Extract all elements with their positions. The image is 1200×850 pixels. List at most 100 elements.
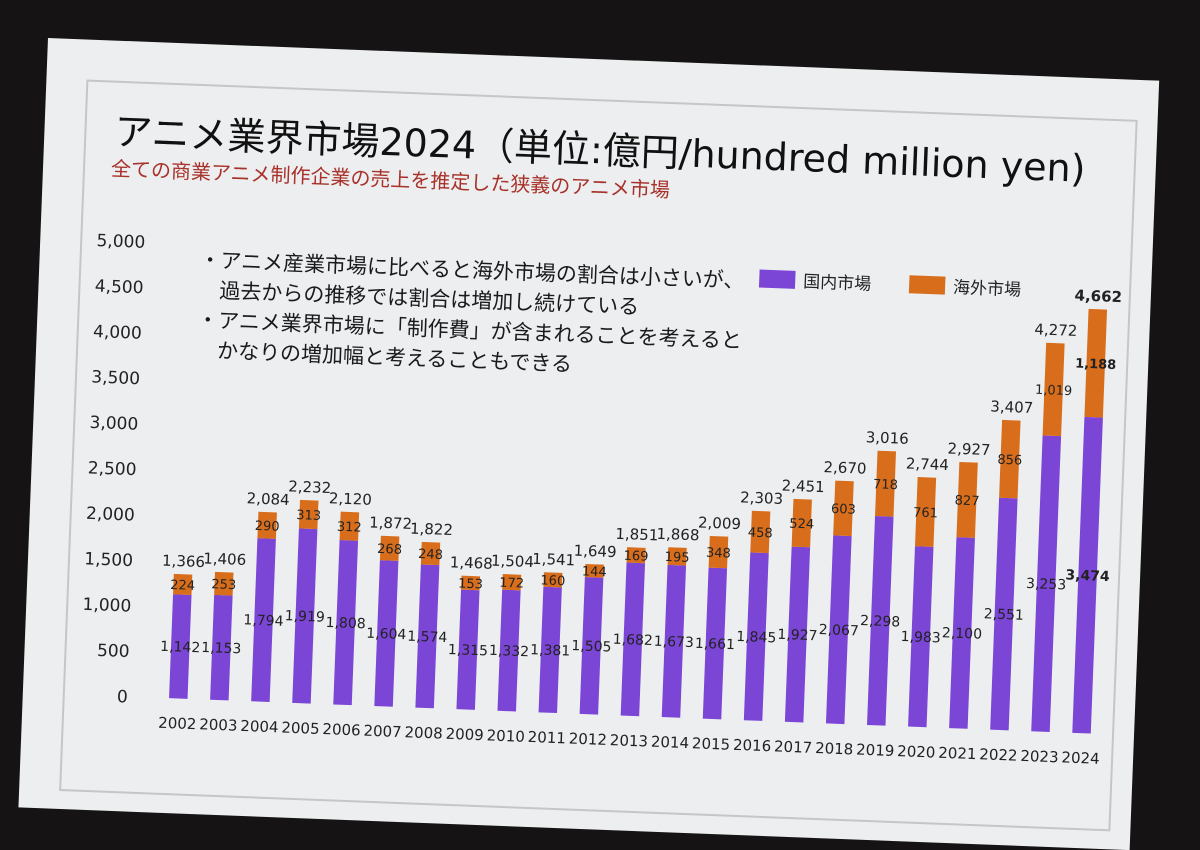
bar-overseas xyxy=(914,477,937,547)
data-label-total: 1,649 xyxy=(573,542,617,562)
data-label-domestic: 1,682 xyxy=(612,632,653,650)
bar-overseas xyxy=(1084,308,1108,418)
data-label-domestic: 1,142 xyxy=(160,639,201,657)
bar-domestic xyxy=(1031,435,1062,732)
bar-domestic xyxy=(825,535,852,725)
x-tick-label: 2013 xyxy=(610,731,649,750)
data-label-domestic: 1,919 xyxy=(284,608,325,626)
data-label-overseas: 253 xyxy=(211,577,236,593)
data-label-domestic: 3,253 xyxy=(1026,576,1067,594)
bar-domestic xyxy=(743,552,769,721)
bar-overseas xyxy=(999,419,1021,499)
bar-overseas xyxy=(257,511,277,539)
data-label-domestic: 1,983 xyxy=(900,629,941,647)
x-tick-label: 2009 xyxy=(445,725,484,744)
data-label-total: 2,120 xyxy=(329,489,373,509)
x-tick-label: 2015 xyxy=(692,734,731,753)
presentation-slide: アニメ業界市場2024（単位:億円/hundred million yen) 全… xyxy=(18,38,1160,850)
data-label-domestic: 2,551 xyxy=(983,606,1024,624)
data-label-total: 1,468 xyxy=(450,553,494,573)
bar-domestic xyxy=(210,594,233,701)
data-label-total: 1,872 xyxy=(369,513,413,533)
data-label-overseas: 313 xyxy=(296,508,321,524)
y-tick-label: 1,000 xyxy=(82,595,131,617)
bar-domestic xyxy=(990,497,1018,731)
data-label-total: 3,407 xyxy=(990,397,1034,417)
data-label-domestic: 1,505 xyxy=(571,638,612,656)
y-tick-label: 2,500 xyxy=(87,458,136,480)
data-label-overseas: 172 xyxy=(499,576,524,592)
bar-overseas xyxy=(667,547,687,566)
data-label-overseas: 195 xyxy=(664,550,689,566)
data-label-total: 2,084 xyxy=(246,489,290,509)
x-tick-label: 2020 xyxy=(897,742,936,761)
bar-overseas xyxy=(543,572,563,588)
y-tick-label: 4,500 xyxy=(94,276,143,298)
bar-domestic xyxy=(579,577,604,715)
x-tick-label: 2019 xyxy=(856,741,895,760)
data-label-total: 2,670 xyxy=(823,458,867,478)
bar-overseas xyxy=(173,573,193,595)
bar-domestic xyxy=(415,564,440,709)
y-tick-label: 500 xyxy=(97,641,130,662)
data-label-total: 1,504 xyxy=(491,552,535,572)
bar-domestic xyxy=(251,538,276,702)
bar-domestic xyxy=(169,594,192,699)
bar-domestic xyxy=(1072,416,1103,734)
bar-domestic xyxy=(497,589,521,712)
data-label-total: 1,822 xyxy=(410,519,454,539)
data-label-domestic: 1,153 xyxy=(201,640,242,658)
bar-domestic xyxy=(949,537,975,729)
bar-domestic xyxy=(374,560,399,707)
x-tick-label: 2018 xyxy=(815,739,854,758)
data-label-overseas: 718 xyxy=(873,477,898,493)
data-label-overseas: 524 xyxy=(789,517,814,533)
data-label-total: 2,303 xyxy=(740,488,784,508)
data-label-overseas: 290 xyxy=(254,519,279,535)
data-label-overseas: 1,019 xyxy=(1035,383,1073,399)
data-label-domestic: 1,927 xyxy=(777,627,818,645)
bar-overseas xyxy=(298,499,319,530)
data-label-overseas: 169 xyxy=(623,549,648,565)
bar-overseas xyxy=(502,573,522,591)
data-label-total: 1,868 xyxy=(656,525,700,545)
data-label-domestic: 1,808 xyxy=(325,615,366,633)
x-tick-label: 2017 xyxy=(774,737,813,756)
x-tick-label: 2006 xyxy=(322,720,361,739)
bar-domestic xyxy=(661,564,687,718)
data-label-total: 2,232 xyxy=(288,477,332,497)
bar-overseas xyxy=(214,571,234,596)
bar-domestic xyxy=(292,528,318,704)
bar-overseas xyxy=(339,511,360,541)
data-label-overseas: 153 xyxy=(458,577,483,593)
data-label-total: 1,406 xyxy=(203,549,247,569)
x-tick-label: 2012 xyxy=(568,730,607,749)
data-label-domestic: 3,474 xyxy=(1065,567,1110,585)
data-label-domestic: 1,315 xyxy=(448,642,489,660)
x-tick-label: 2011 xyxy=(527,728,566,747)
y-tick-label: 3,500 xyxy=(91,367,140,389)
data-label-domestic: 2,298 xyxy=(860,613,901,631)
bar-domestic xyxy=(702,567,728,720)
data-label-total: 2,744 xyxy=(906,455,950,475)
data-label-overseas: 312 xyxy=(337,520,362,536)
bar-overseas xyxy=(791,498,812,548)
data-label-total: 2,927 xyxy=(947,439,991,459)
x-tick-label: 2008 xyxy=(404,723,443,742)
bar-domestic xyxy=(784,546,811,723)
data-label-overseas: 144 xyxy=(582,564,607,580)
x-tick-label: 2004 xyxy=(240,717,279,736)
bar-overseas xyxy=(461,575,481,591)
x-tick-label: 2021 xyxy=(938,744,977,763)
data-label-domestic: 1,332 xyxy=(489,643,530,661)
data-label-total: 1,366 xyxy=(162,551,206,571)
data-label-domestic: 1,604 xyxy=(366,626,407,644)
x-tick-label: 2016 xyxy=(733,736,772,755)
y-tick-label: 5,000 xyxy=(96,231,145,253)
data-label-domestic: 1,673 xyxy=(654,634,695,652)
bar-domestic xyxy=(867,515,894,726)
bar-overseas xyxy=(379,535,400,561)
data-label-domestic: 1,845 xyxy=(736,629,777,647)
bar-domestic xyxy=(908,546,934,728)
data-label-overseas: 827 xyxy=(954,493,979,509)
